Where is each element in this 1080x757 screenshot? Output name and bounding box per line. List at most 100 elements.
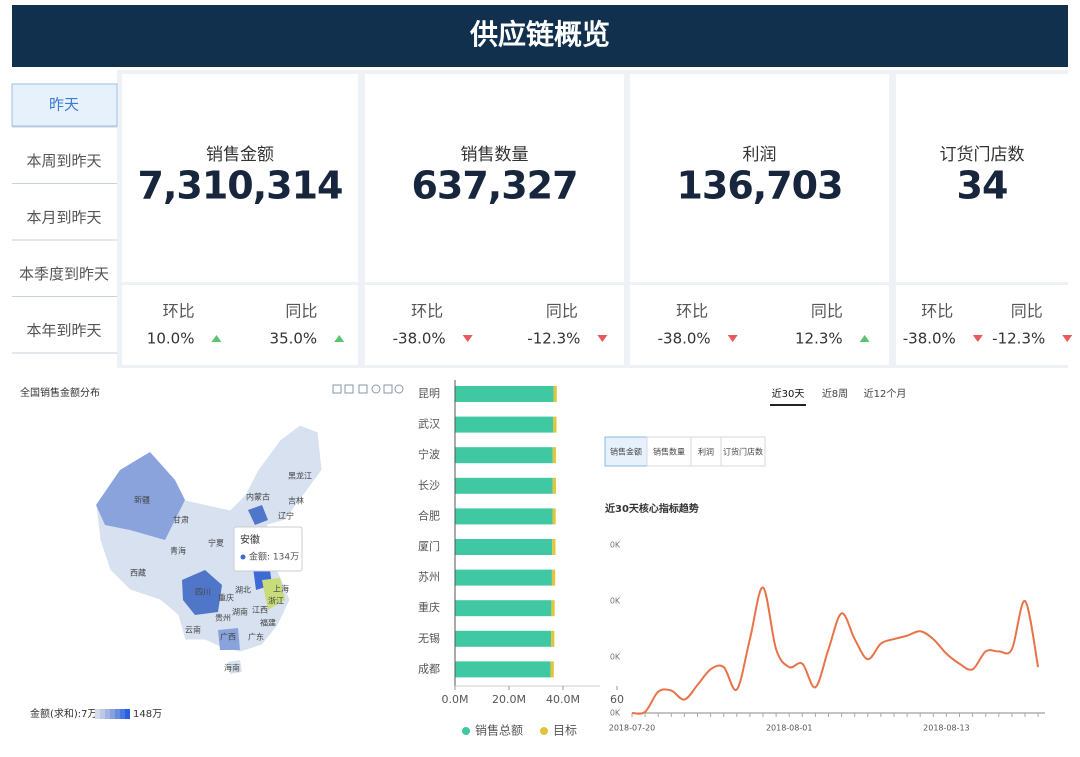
kpi-card (122, 74, 358, 282)
x-tick-label: 2018-07-20 (609, 724, 656, 733)
province-label: 内蒙古 (246, 492, 270, 502)
kpi-label: 销售数量 (461, 145, 529, 165)
kpi-label: 订货门店数 (940, 145, 1025, 165)
kpi-card (896, 74, 1068, 282)
bar (553, 386, 557, 402)
legend-swatch (100, 709, 105, 719)
kpi-value: 136,703 (676, 164, 842, 208)
tool-icon[interactable] (358, 384, 368, 394)
kpi-label: 销售金额 (206, 145, 274, 165)
bar (455, 630, 552, 647)
arrow-up (334, 335, 345, 342)
trend-line (631, 586, 1040, 715)
kpi-card (365, 74, 624, 282)
header-bar (12, 5, 1068, 67)
period-tab[interactable] (11, 83, 118, 127)
province-label: 甘肃 (173, 515, 189, 525)
period-tab-label[interactable]: 本周到昨天 (26, 152, 101, 170)
province-label: 黑龙江 (288, 471, 312, 481)
y-tick-label: 合肥 (418, 508, 440, 522)
compare-label: 同比 (811, 302, 843, 321)
y-tick-label: 重庆 (418, 600, 440, 614)
metric-tab-label[interactable]: 销售数量 (653, 447, 685, 457)
period-tab-label[interactable]: 昨天 (49, 96, 79, 114)
province-label: 辽宁 (278, 511, 294, 521)
legend-min: 金额(求和):7万 (30, 707, 98, 720)
province-label: 西藏 (130, 568, 146, 578)
period-tab[interactable] (12, 197, 117, 239)
metric-tab[interactable] (720, 436, 766, 467)
range-tab[interactable]: 近30天 (772, 387, 805, 400)
kpi-label: 利润 (743, 145, 777, 165)
kpi-card (630, 74, 889, 282)
bar (455, 661, 551, 678)
bar (455, 539, 553, 555)
compare-label: 同比 (285, 302, 317, 321)
bar (455, 600, 552, 617)
range-tab[interactable]: 近12个月 (864, 387, 907, 400)
province-label: 广东 (248, 632, 264, 642)
province-label: 重庆 (218, 593, 234, 603)
page-title: 供应链概览 (469, 18, 610, 51)
y-tick-label: 0K (610, 709, 621, 718)
compare-value: 10.0% (147, 330, 195, 348)
y-tick-label: 武汉 (418, 418, 440, 431)
y-tick-label: 无锡 (418, 631, 440, 645)
province-label: 江西 (252, 606, 268, 615)
tool-icon[interactable] (344, 384, 354, 394)
metric-tab-label[interactable]: 利润 (698, 447, 714, 457)
period-tab[interactable] (12, 253, 117, 296)
x-tick-label: 0.0M (442, 693, 469, 706)
period-tab[interactable] (12, 310, 117, 352)
legend-label: 销售总额 (475, 723, 523, 738)
bar (552, 447, 556, 464)
province-label: 上海 (273, 584, 289, 594)
period-tab-label[interactable]: 本月到昨天 (26, 209, 101, 227)
range-tab[interactable]: 近8周 (822, 387, 848, 400)
arrow-down (597, 335, 608, 342)
tooltip-value: 金额: 134万 (249, 551, 299, 563)
tool-icon[interactable] (371, 384, 381, 394)
province-label: 浙江 (268, 596, 284, 606)
metric-tab-label[interactable]: 销售金额 (610, 447, 642, 457)
kpi-compare (630, 285, 889, 365)
kpi-value: 637,327 (411, 164, 577, 208)
map-region (248, 505, 268, 525)
y-tick-label: 苏州 (418, 571, 440, 584)
province-label: 湖北 (235, 586, 251, 595)
arrow-down (972, 335, 983, 342)
tool-icon[interactable] (383, 384, 393, 394)
y-tick-label: 昆明 (418, 387, 440, 400)
map-title: 全国销售金额分布 (20, 386, 100, 399)
compare-value: 12.3% (795, 330, 843, 348)
compare-value: -38.0% (658, 330, 711, 348)
arrow-down (1062, 335, 1073, 342)
metric-tab[interactable] (690, 436, 722, 467)
metric-tab[interactable] (604, 436, 648, 467)
kpi-value: 7,310,314 (138, 164, 343, 208)
y-tick-label: 厦门 (418, 539, 440, 553)
map-region (228, 660, 242, 674)
period-tab-label[interactable]: 本季度到昨天 (19, 265, 109, 283)
tool-icon[interactable] (394, 384, 404, 394)
bar (455, 477, 553, 494)
legend-max: 148万 (133, 709, 162, 720)
metric-tab-label[interactable]: 订货门店数 (723, 447, 763, 457)
metric-tab[interactable] (646, 436, 692, 467)
chart-title: 近30天核心指标趋势 (605, 502, 699, 515)
map-region (218, 628, 240, 650)
x-tick-label: 40.0M (546, 693, 580, 706)
compare-label: 环比 (921, 302, 953, 321)
x-tick-label: 20.0M (492, 693, 526, 706)
period-tab-label[interactable]: 本年到昨天 (26, 322, 101, 340)
arrow-up (859, 335, 870, 342)
bar (550, 661, 554, 678)
compare-value: -38.0% (903, 330, 956, 348)
period-tab[interactable] (12, 140, 117, 183)
legend-dot (540, 727, 548, 735)
province-label: 吉林 (288, 496, 304, 506)
arrow-down (462, 335, 473, 342)
y-tick-label: 0K (610, 653, 621, 662)
tool-icon[interactable] (332, 384, 342, 394)
